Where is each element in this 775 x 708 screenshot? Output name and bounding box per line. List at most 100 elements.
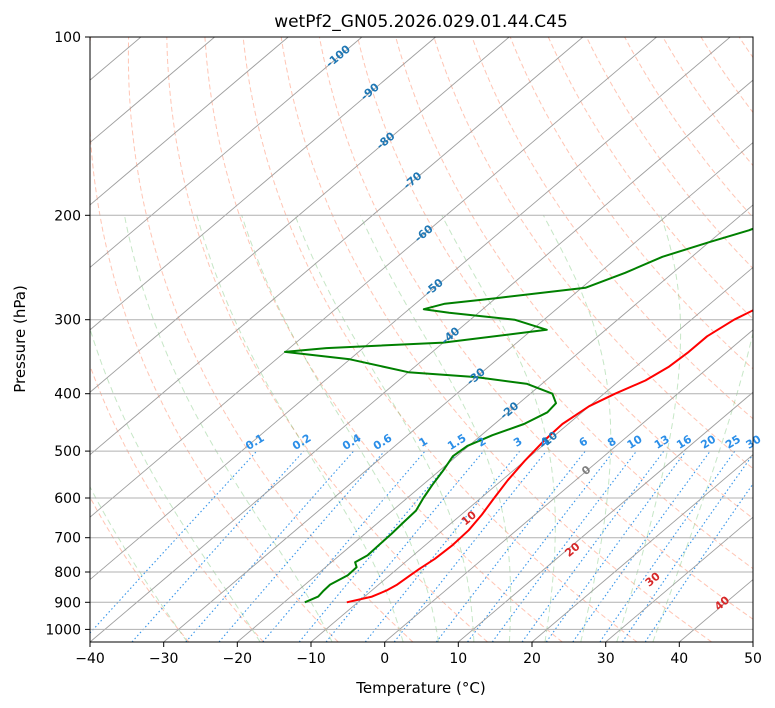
mixing-ratio-label: 30: [744, 432, 764, 451]
y-tick-label: 1000: [45, 622, 81, 638]
skewed-isotherm: [310, 266, 753, 642]
skewed-isotherm: [90, 37, 584, 456]
x-tick-label: 30: [597, 651, 615, 667]
skewed-isotherm: [679, 578, 753, 642]
dry-adiabat: [738, 37, 753, 59]
y-tick-label: 500: [54, 444, 81, 460]
mixing-ratio-label: 0.2: [290, 431, 313, 452]
mixing-ratio-line: [393, 450, 547, 642]
mixing-ratio-label: 6: [577, 434, 591, 449]
skewed-isotherm: [384, 329, 753, 642]
dry-adiabat: [586, 37, 753, 270]
mixing-ratio-label: 1.5: [445, 431, 468, 452]
x-tick-label: −10: [296, 651, 326, 667]
dry-adiabat: [433, 37, 753, 470]
temperature-profile: [346, 309, 753, 604]
dry-adiabat: [280, 37, 712, 642]
dry-adiabat: [662, 37, 753, 167]
dry-adiabat: [395, 37, 753, 520]
moist-adiabat-label: 20: [562, 540, 582, 560]
skewed-isotherm: [90, 79, 753, 642]
plot-frame: [89, 36, 754, 643]
moist-adiabat: [652, 330, 753, 642]
skewed-isotherm: [458, 391, 753, 642]
dry-adiabat: [547, 37, 753, 320]
skewed-isotherm: [531, 454, 753, 642]
dry-adiabat: [357, 37, 753, 570]
mixing-ratio-line: [364, 450, 521, 642]
x-tick-label: 40: [670, 651, 688, 667]
dry-adiabat: [318, 37, 753, 620]
mixing-ratio-label: 0.4: [340, 431, 364, 453]
skewed-isotherm: [90, 37, 657, 518]
mixing-ratio-line: [599, 450, 736, 642]
axes-layer: −40 −30 −20 −10 0 10 20 30 40 5010020030040050060…: [45, 30, 762, 667]
x-axis-title: Temperature (°C): [355, 679, 485, 697]
mixing-ratio-label: 3: [511, 435, 524, 450]
y-tick-label: 100: [54, 30, 81, 46]
dry-adiabat: [90, 364, 264, 642]
skewed-isotherm: [90, 37, 215, 144]
mixing-ratio-line: [491, 450, 637, 642]
moist-adiabat-label: 10: [459, 508, 479, 528]
background-lines: [90, 37, 753, 642]
mixing-ratio-line: [298, 450, 460, 642]
dewpoint-profile: [284, 227, 753, 604]
skewed-isotherm: [605, 516, 753, 642]
mixing-ratio-line: [467, 450, 615, 642]
y-tick-label: 900: [54, 595, 81, 611]
x-tick-label: −40: [75, 651, 105, 667]
moist-adiabat: [90, 327, 261, 642]
y-tick-label: 200: [54, 208, 81, 224]
x-tick-label: −20: [223, 651, 253, 667]
mixing-ratio-line: [572, 450, 711, 642]
y-tick-label: 400: [54, 387, 81, 403]
y-tick-label: 800: [54, 565, 81, 581]
y-tick-label: 700: [54, 531, 81, 547]
skewed-isotherm: [752, 641, 753, 642]
x-tick-label: 0: [380, 651, 389, 667]
mixing-ratio-line: [545, 450, 687, 642]
mixing-ratio-line: [185, 450, 355, 642]
chart-title: wetPf2_GN05.2026.029.01.44.C45: [274, 12, 568, 32]
moist-adiabat: [241, 215, 439, 642]
mixing-ratio-line: [90, 450, 258, 634]
dry-adiabat: [242, 37, 638, 642]
skewed-isotherm: [90, 37, 363, 269]
skewed-isotherm: [90, 37, 731, 581]
isotherm-label: -100: [323, 42, 353, 70]
moist-adiabat: [542, 215, 612, 642]
skewed-isotherm: [90, 37, 510, 393]
x-tick-label: 10: [449, 651, 467, 667]
mixing-ratio-line: [218, 450, 385, 642]
skewed-isotherm: [237, 204, 753, 642]
moist-adiabat: [90, 485, 188, 642]
y-tick-label: 300: [54, 313, 81, 329]
series-layer: [284, 227, 753, 604]
x-tick-label: 50: [744, 651, 762, 667]
y-axis-title: Pressure (hPa): [11, 285, 29, 393]
mixing-ratio-label: 10: [625, 432, 645, 451]
mixing-ratio-line: [131, 450, 305, 642]
dry-adiabat: [90, 496, 190, 642]
y-tick-label: 600: [54, 491, 81, 507]
x-tick-label: 20: [523, 651, 541, 667]
skewed-isotherm: [90, 37, 289, 206]
moist-adiabat-label: 40: [712, 593, 732, 613]
skewed-isotherm: [90, 37, 436, 331]
dry-adiabat: [127, 37, 414, 642]
dry-adiabat: [90, 37, 339, 642]
moist-adiabat: [124, 215, 333, 642]
x-tick-label: −30: [149, 651, 179, 667]
moist-adiabat: [441, 215, 556, 642]
mixing-ratio-label: 0.1: [243, 431, 266, 452]
skewed-isotherm: [163, 142, 753, 642]
mixing-ratio-label: 20: [698, 432, 718, 451]
mixing-ratio-line: [325, 450, 485, 642]
mixing-ratio-line: [435, 450, 586, 642]
dry-adiabat: [624, 37, 753, 219]
mixing-ratio-line: [262, 450, 426, 642]
dry-adiabat: [509, 37, 753, 370]
moist-adiabat: [359, 215, 512, 642]
